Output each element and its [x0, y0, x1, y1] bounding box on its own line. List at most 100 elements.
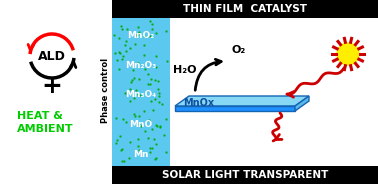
- Point: [136, 122, 142, 125]
- Point: [127, 88, 133, 91]
- Point: [132, 115, 138, 118]
- Point: [119, 28, 125, 31]
- Point: [133, 34, 139, 37]
- Point: [114, 139, 120, 142]
- Bar: [170, 18, 378, 166]
- Point: [156, 92, 162, 95]
- Point: [117, 134, 123, 137]
- Text: ALD: ALD: [38, 49, 66, 63]
- Point: [122, 44, 128, 47]
- Point: [130, 69, 136, 72]
- Point: [135, 92, 141, 95]
- Point: [147, 83, 153, 86]
- Text: MnO₂: MnO₂: [127, 31, 155, 40]
- Point: [152, 78, 158, 81]
- Point: [135, 33, 141, 36]
- Point: [136, 115, 142, 118]
- Point: [123, 39, 129, 42]
- Point: [161, 133, 167, 136]
- Point: [152, 98, 158, 101]
- Text: MnO: MnO: [129, 120, 153, 129]
- Point: [141, 34, 147, 37]
- Point: [148, 99, 154, 102]
- Text: MnOx: MnOx: [183, 98, 214, 108]
- Point: [128, 80, 134, 83]
- Point: [113, 117, 119, 120]
- Text: Mn₂O₃: Mn₂O₃: [125, 61, 156, 70]
- Point: [155, 79, 161, 82]
- Point: [132, 43, 138, 46]
- Point: [147, 34, 153, 37]
- Text: Mn₃O₄: Mn₃O₄: [125, 91, 156, 100]
- Polygon shape: [175, 96, 309, 106]
- Point: [141, 53, 147, 56]
- Text: SOLAR LIGHT TRANSPARENT: SOLAR LIGHT TRANSPARENT: [162, 170, 328, 180]
- Point: [121, 91, 127, 94]
- Point: [147, 20, 153, 23]
- Point: [123, 50, 129, 53]
- Point: [155, 124, 161, 127]
- Point: [163, 118, 169, 121]
- Text: HEAT &: HEAT &: [17, 111, 63, 121]
- Point: [149, 23, 155, 26]
- Point: [141, 129, 147, 132]
- Point: [147, 147, 153, 150]
- Point: [147, 151, 153, 154]
- Point: [118, 149, 124, 152]
- Point: [127, 46, 133, 49]
- Point: [136, 31, 143, 33]
- Point: [148, 78, 154, 81]
- Point: [120, 55, 126, 58]
- Point: [163, 150, 169, 153]
- Text: Mn: Mn: [133, 150, 149, 159]
- Point: [153, 157, 159, 160]
- Text: H₂O: H₂O: [173, 65, 197, 75]
- Point: [138, 125, 144, 128]
- Point: [122, 121, 129, 124]
- Point: [152, 157, 158, 160]
- Text: AMBIENT: AMBIENT: [17, 124, 74, 134]
- Point: [153, 142, 160, 145]
- Point: [153, 123, 160, 126]
- Point: [159, 103, 165, 106]
- Point: [126, 156, 132, 159]
- Point: [120, 117, 126, 120]
- Point: [119, 58, 125, 61]
- Point: [141, 43, 147, 46]
- Point: [112, 33, 118, 36]
- Point: [142, 68, 148, 70]
- Text: O₂: O₂: [232, 45, 246, 55]
- Point: [116, 37, 122, 40]
- Point: [153, 66, 159, 69]
- Point: [145, 83, 151, 86]
- Point: [146, 118, 152, 121]
- Point: [156, 100, 162, 103]
- Point: [157, 124, 163, 127]
- Point: [149, 27, 155, 30]
- Point: [115, 59, 121, 62]
- Point: [156, 94, 162, 97]
- Point: [136, 77, 143, 80]
- Text: +: +: [42, 74, 62, 98]
- Point: [151, 138, 157, 141]
- Point: [135, 145, 141, 148]
- Point: [141, 109, 147, 112]
- Point: [117, 52, 123, 55]
- Point: [145, 137, 151, 140]
- Text: THIN FILM  CATALYST: THIN FILM CATALYST: [183, 4, 307, 14]
- Point: [116, 67, 122, 70]
- Polygon shape: [175, 106, 295, 111]
- Point: [149, 128, 155, 131]
- Point: [119, 159, 125, 162]
- Point: [124, 28, 130, 31]
- Point: [112, 51, 118, 54]
- Point: [145, 72, 151, 75]
- Point: [119, 148, 125, 151]
- Point: [127, 100, 133, 103]
- Text: Phase control: Phase control: [101, 57, 110, 123]
- Point: [157, 126, 163, 129]
- Point: [149, 147, 155, 150]
- Point: [137, 93, 143, 96]
- Point: [150, 109, 156, 112]
- Bar: [112, 0, 378, 18]
